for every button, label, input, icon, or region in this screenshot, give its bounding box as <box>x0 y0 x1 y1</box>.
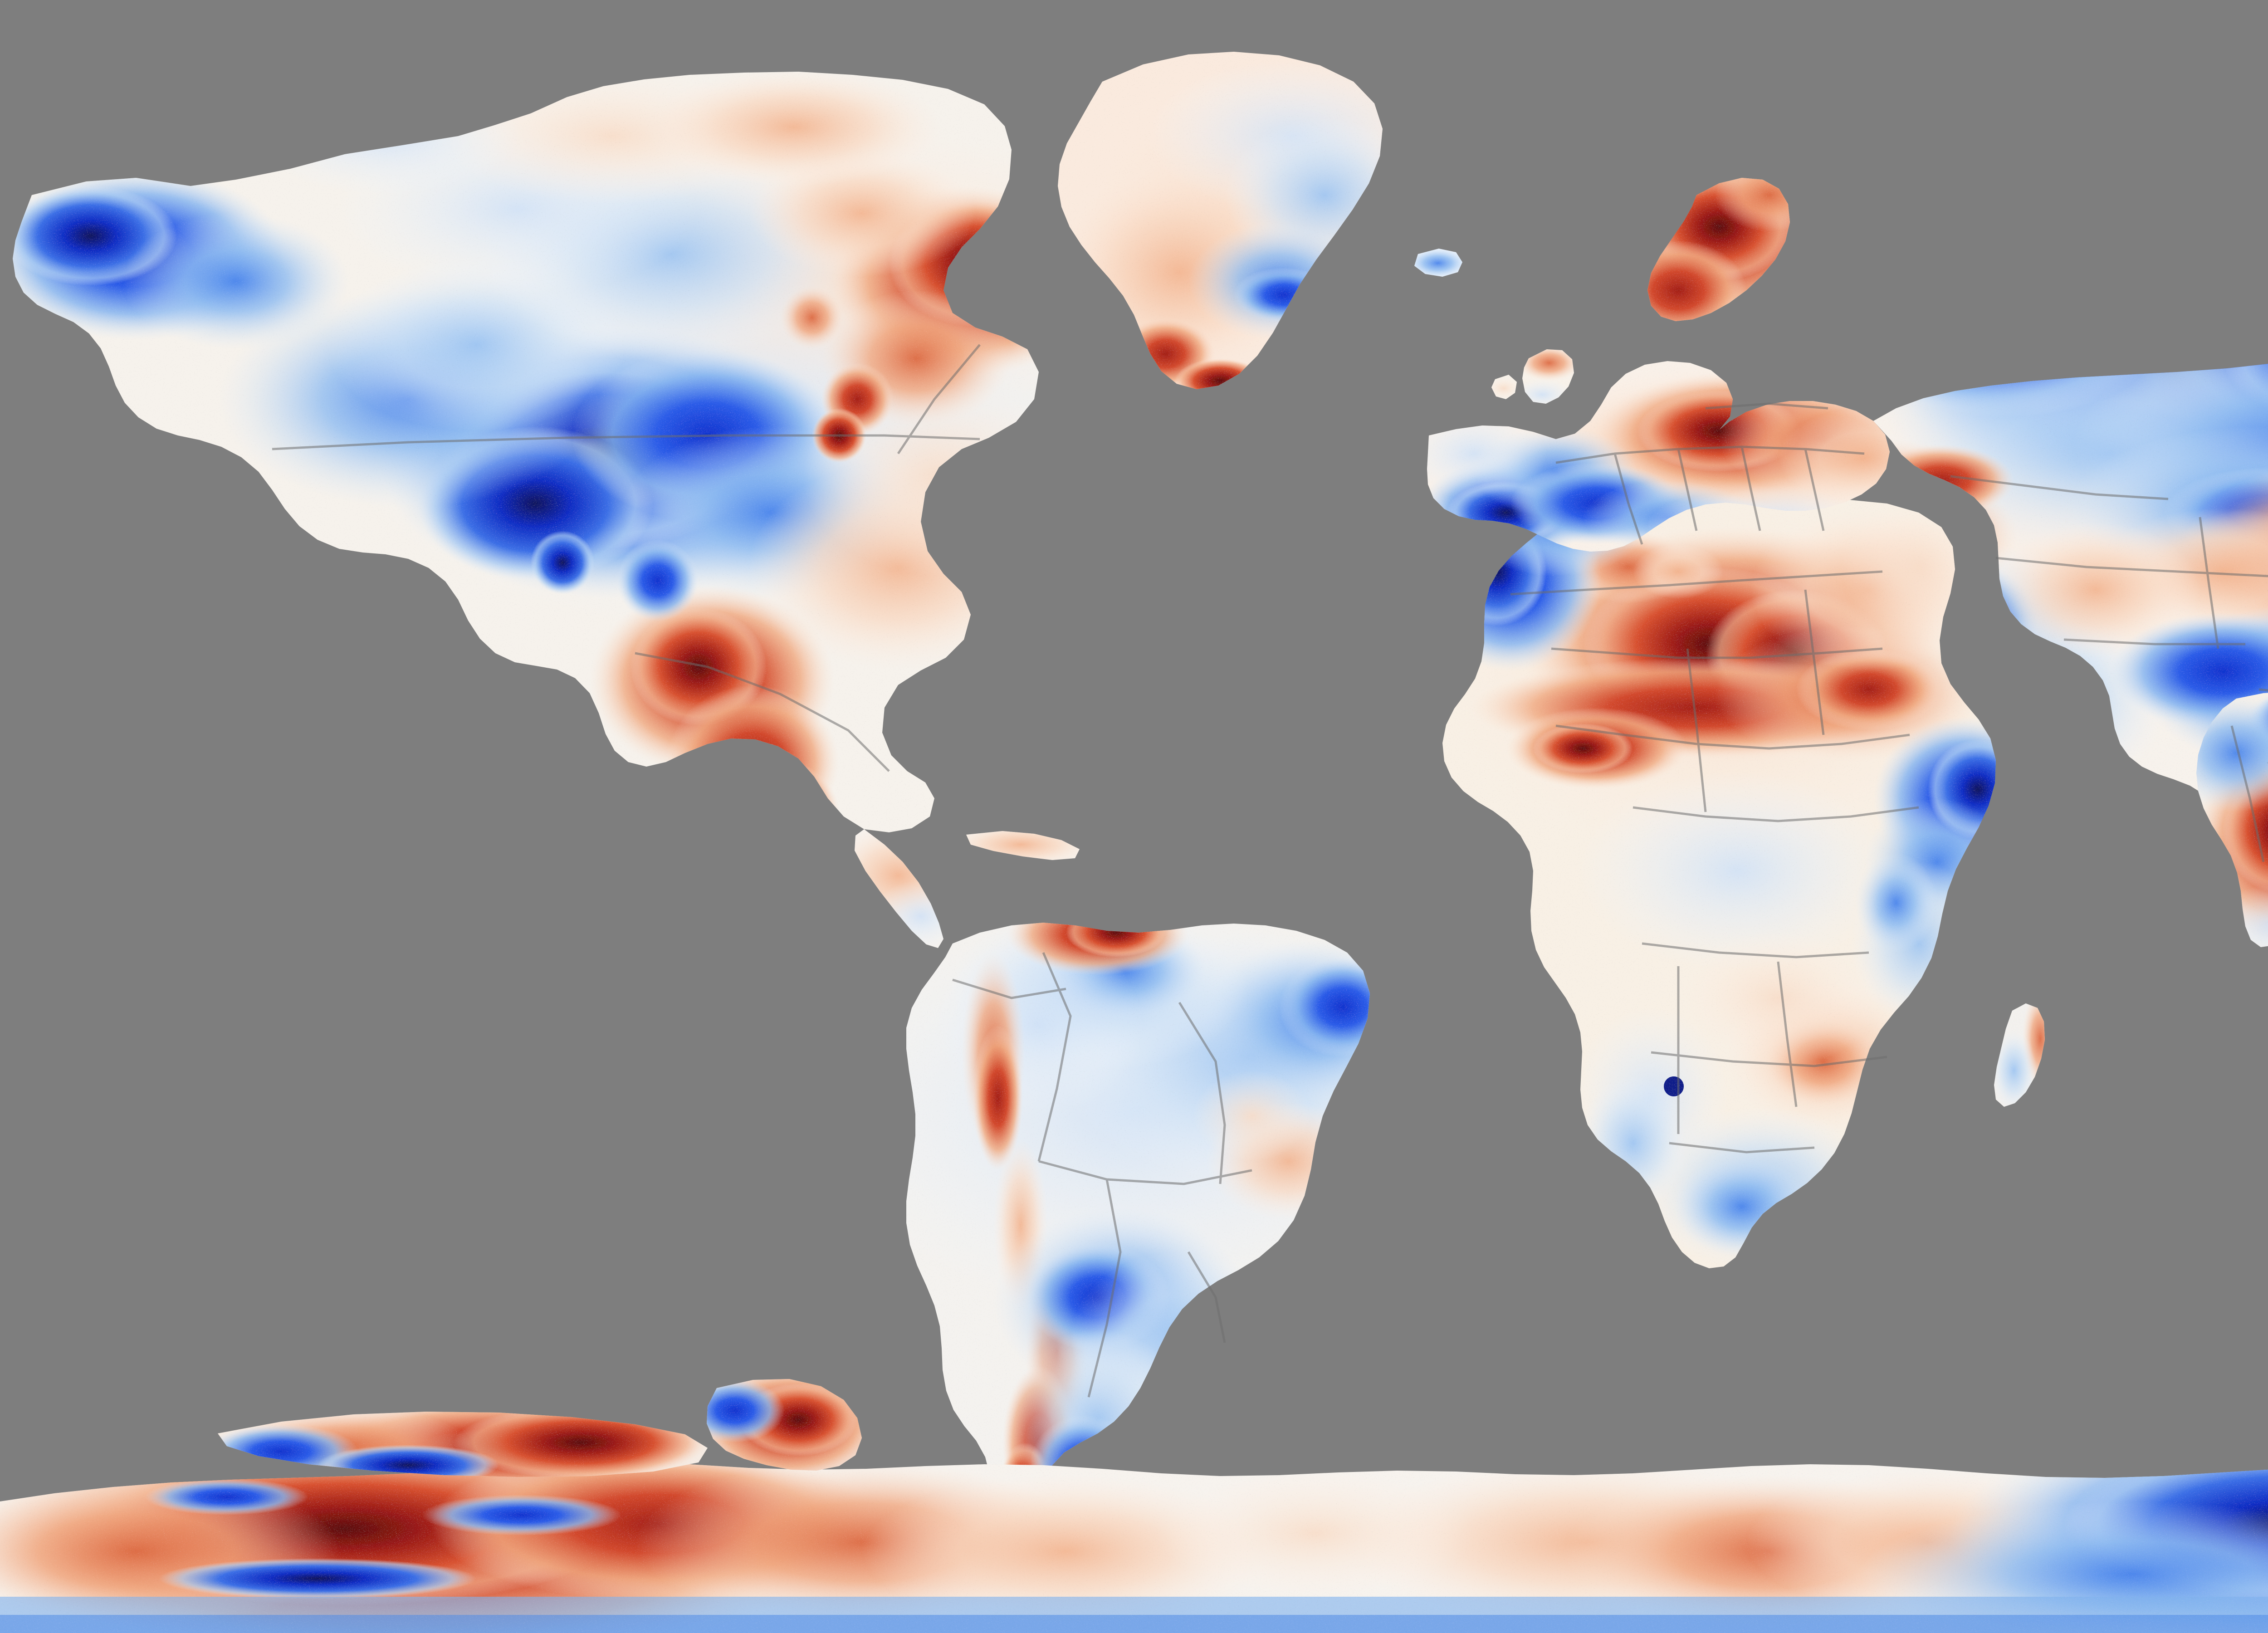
region-madagascar <box>1994 1003 2045 1107</box>
country-borders-overlay <box>272 344 2268 1398</box>
region-antarctica <box>0 1462 2268 1633</box>
region-antarctic-coastal-arc <box>218 1412 708 1477</box>
region-africa <box>1442 492 1996 1268</box>
region-iceland <box>1414 249 1462 277</box>
